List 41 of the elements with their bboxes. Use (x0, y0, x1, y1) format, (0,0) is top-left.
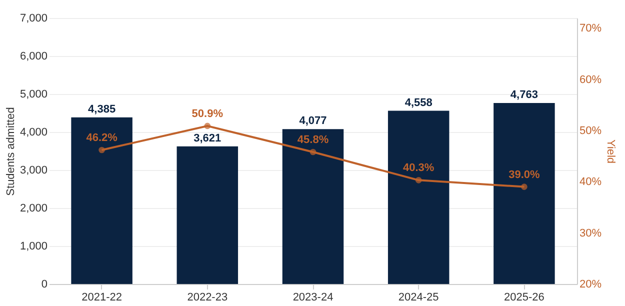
y-axis-title: Students admitted (4, 107, 17, 196)
x-tick-label: 2022-23 (187, 292, 228, 304)
y2-axis-title: Yield (604, 139, 617, 164)
data-label: 4,077 (299, 115, 327, 128)
bar (71, 117, 132, 284)
data-label: 40.3% (403, 162, 434, 174)
data-label: 50.9% (192, 108, 224, 120)
y-tick-label: 6,000 (20, 50, 48, 62)
x-tick-label: 2023-24 (292, 292, 334, 304)
x-tick-label: 2021-22 (82, 292, 122, 304)
data-label: 39.0% (508, 168, 540, 181)
point (98, 146, 105, 154)
x-tick-label: 2025-26 (504, 292, 544, 304)
y-tick-label: 3,000 (20, 164, 48, 176)
data-label: 3,621 (194, 132, 222, 144)
point (204, 122, 211, 130)
point (521, 184, 528, 190)
point (415, 177, 422, 184)
bar (282, 129, 344, 284)
y-tick-label: 4,000 (20, 126, 48, 138)
data-label: 46.2% (86, 132, 118, 144)
y-tick-label: 0 (41, 278, 48, 290)
point (310, 148, 316, 156)
y2-tick-label: 40% (580, 176, 602, 188)
y-tick-label: 2,000 (20, 202, 48, 214)
data-label: 4,385 (88, 103, 116, 116)
y2-tick-label: 70% (580, 22, 602, 35)
data-label: 4,558 (404, 96, 432, 109)
y-tick-label: 5,000 (20, 88, 48, 100)
y2-tick-label: 50% (580, 125, 602, 138)
bar (176, 146, 238, 284)
y2-tick-label: 20% (580, 278, 602, 290)
data-label: 45.8% (297, 134, 329, 146)
data-label: 4,763 (510, 89, 538, 102)
bar (494, 103, 555, 284)
y2-tick-label: 60% (580, 74, 602, 86)
y-tick-label: 7,000 (20, 12, 48, 24)
y-tick-label: 1,000 (20, 240, 48, 252)
bar (388, 110, 450, 284)
y2-tick-label: 30% (580, 227, 602, 240)
x-tick-label: 2024-25 (398, 292, 439, 304)
